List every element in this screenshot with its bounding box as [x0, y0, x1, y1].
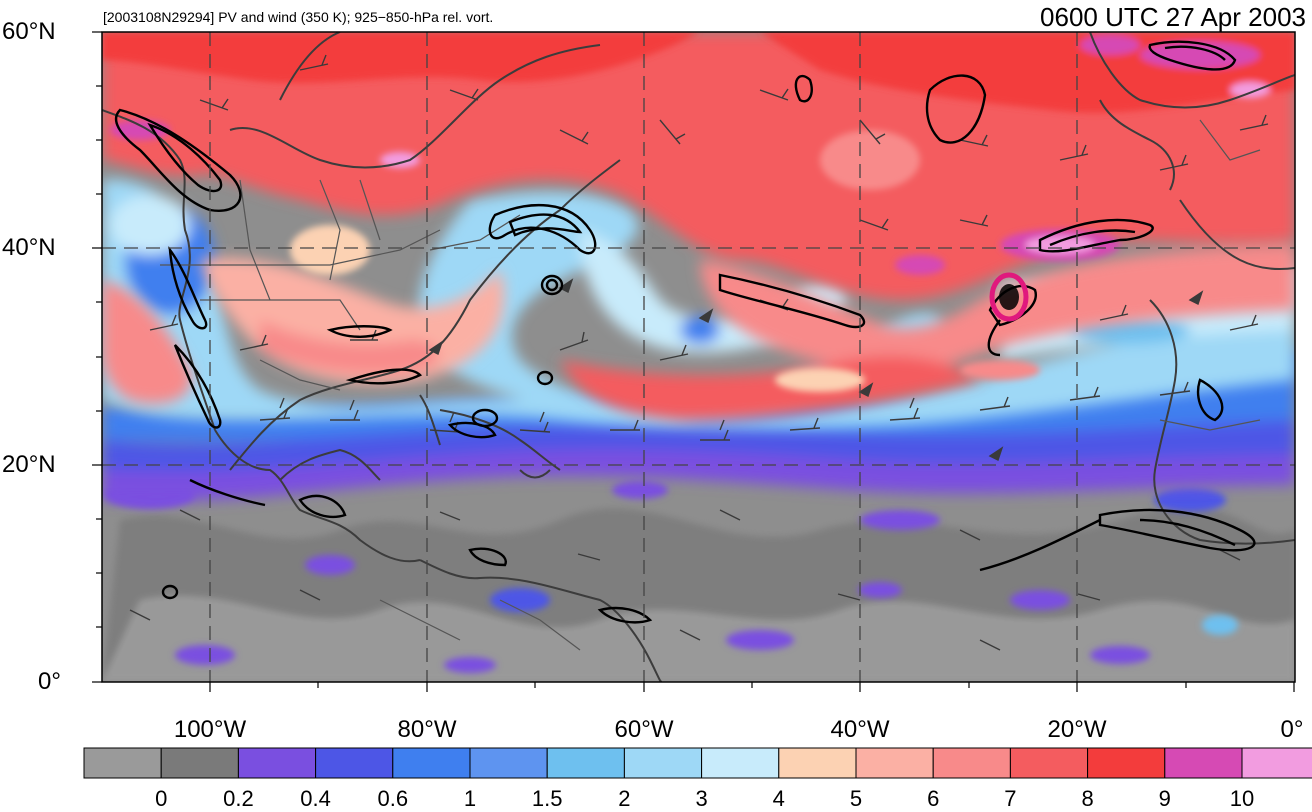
- wind-barbs: [129, 54, 1269, 651]
- colorbar-tick-label: 5: [849, 786, 863, 811]
- colorbar-box: [623, 747, 703, 779]
- vorticity-contours: [114, 40, 1256, 624]
- map-title-left: [2003108N29294] PV and wind (350 K); 925…: [103, 9, 494, 25]
- colorbar-tick-label: 10: [1229, 786, 1255, 811]
- lon-label-100w: 100°W: [173, 716, 247, 743]
- lon-label-20w: 20°W: [1047, 716, 1107, 743]
- borders: [160, 119, 1261, 651]
- colorbar-box: [237, 747, 317, 779]
- colorbar-tick-label: 8: [1081, 786, 1094, 811]
- lon-label-0: 0°: [1280, 716, 1304, 743]
- storm-center-marker: [989, 272, 1029, 322]
- lon-label-40w: 40°W: [830, 716, 890, 743]
- tropical-pv-blobs: [105, 462, 1238, 673]
- colorbar-tick-label: 1: [463, 786, 477, 811]
- colorbar-box: [855, 747, 934, 779]
- colorbar-box: [83, 747, 162, 779]
- colorbar-tick-label: 0.2: [223, 786, 254, 811]
- graticule: [102, 32, 1295, 682]
- colorbar-box: [160, 747, 239, 779]
- colorbar-box: [778, 747, 857, 779]
- colorbar-tick-label: 2: [618, 786, 631, 811]
- colorbar-box: [932, 747, 1011, 779]
- colorbar-tick-label: 7: [1004, 786, 1017, 811]
- colorbar-box: [701, 747, 780, 779]
- lat-label-60n: 60°N: [2, 18, 56, 45]
- colorbar-tick-label: 0: [155, 786, 168, 811]
- colorbar-tick-label: 0.4: [300, 786, 331, 811]
- lat-label-20n: 20°N: [2, 451, 56, 478]
- lon-label-60w: 60°W: [614, 716, 674, 743]
- colorbar-tick-label: 9: [1158, 786, 1171, 811]
- colorbar: [83, 747, 1312, 779]
- colorbar-tick-label: 3: [695, 786, 708, 811]
- lat-label-0: 0°: [38, 668, 61, 695]
- colorbar-tick-label: 4: [772, 786, 785, 811]
- colorbar-tick-label: 1.5: [531, 786, 563, 811]
- axis-ticks: [92, 31, 1295, 692]
- colorbar-box: [1009, 747, 1089, 779]
- colorbar-tick-label: 0.6: [377, 786, 409, 811]
- colorbar-box: [1241, 747, 1312, 779]
- colorbar-tick-label: 6: [927, 786, 940, 811]
- colorbar-box: [392, 747, 471, 779]
- lon-label-80w: 80°W: [397, 716, 457, 743]
- colorbar-box: [1164, 747, 1243, 779]
- colorbar-box: [546, 747, 625, 779]
- map-title-right: 0600 UTC 27 Apr 2003: [1040, 2, 1306, 32]
- colorbar-box: [315, 747, 394, 779]
- pv-field: [102, 32, 1295, 682]
- colorbar-box: [469, 747, 548, 779]
- lat-label-40n: 40°N: [2, 234, 56, 261]
- colorbar-box: [1087, 747, 1166, 779]
